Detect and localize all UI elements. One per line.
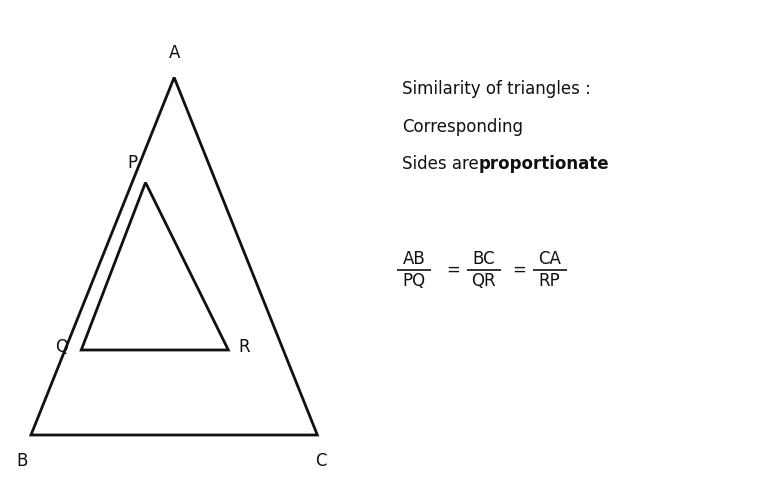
Text: QR: QR — [471, 272, 496, 290]
Text: AB: AB — [402, 250, 426, 268]
Text: Corresponding: Corresponding — [402, 118, 523, 136]
Text: P: P — [128, 154, 138, 172]
Text: B: B — [16, 452, 27, 470]
Text: CA: CA — [538, 250, 561, 268]
Text: Similarity of triangles :: Similarity of triangles : — [402, 80, 591, 98]
Text: R: R — [238, 338, 250, 356]
Text: BC: BC — [472, 250, 495, 268]
Text: Sides are: Sides are — [402, 155, 485, 173]
Text: Q: Q — [55, 338, 68, 356]
Text: proportionate: proportionate — [478, 155, 609, 173]
Text: RP: RP — [539, 272, 560, 290]
Text: C: C — [316, 452, 327, 470]
Text: =: = — [512, 261, 526, 279]
Text: PQ: PQ — [402, 272, 426, 290]
Text: A: A — [169, 44, 180, 62]
Text: =: = — [446, 261, 460, 279]
